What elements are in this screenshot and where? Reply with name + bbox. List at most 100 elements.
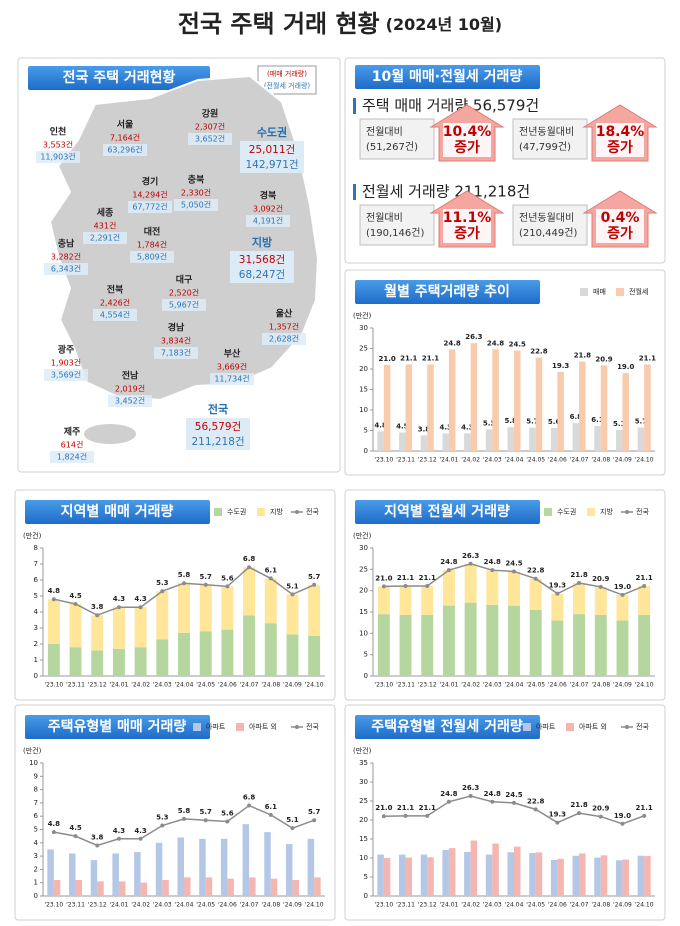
data-label: 19.0 — [617, 363, 634, 371]
total-box — [186, 418, 250, 450]
x-tick-label: '24.07 — [240, 682, 259, 689]
total-rent: 142,971건 — [245, 159, 298, 171]
legend-dot — [295, 510, 299, 514]
data-label: 4.5 — [69, 824, 82, 832]
line-point — [247, 803, 252, 808]
x-tick-label: '24.03 — [153, 682, 172, 689]
x-tick-label: '24.05 — [196, 902, 215, 909]
line-point — [160, 823, 165, 828]
legend-swatch — [214, 508, 222, 516]
heading-marker — [353, 98, 356, 114]
x-tick-label: '24.09 — [613, 682, 632, 689]
bar — [579, 361, 586, 451]
y-tick-label: 25 — [359, 345, 368, 353]
line-point — [312, 582, 317, 587]
bar — [199, 838, 206, 896]
legend-label: 수도권 — [227, 508, 246, 516]
y-tick-label: 5 — [364, 427, 368, 435]
region-sale: 7,164건 — [110, 133, 140, 143]
legend-label: 전월세 — [629, 287, 648, 296]
line-point — [533, 807, 538, 812]
bar — [622, 859, 629, 896]
data-label: 24.8 — [440, 790, 457, 798]
bar — [442, 433, 449, 451]
region-rent: 63,296건 — [107, 145, 142, 155]
region-name: 충남 — [58, 238, 75, 250]
bar — [118, 881, 126, 896]
region-sale: 3,092건 — [253, 204, 283, 214]
data-label: 5.8 — [178, 807, 191, 815]
region-sale: 2,520건 — [169, 288, 199, 298]
bar-segment — [399, 585, 412, 615]
y-tick-label: 8 — [34, 786, 38, 794]
section-heading: 전월세 거래량 211,218건 — [362, 183, 530, 201]
bar — [644, 364, 651, 451]
y-tick-label: 10 — [359, 406, 368, 414]
page-title: 전국 주택 거래 현황 (2024년 10월) — [178, 10, 502, 38]
rate: 18.4% — [596, 124, 645, 140]
line-point — [425, 583, 430, 588]
data-label: 4.5 — [396, 423, 409, 431]
line-point — [225, 584, 230, 589]
x-tick-label: '23.12 — [418, 682, 437, 689]
region-rent: 3,652건 — [195, 134, 225, 144]
y-axis-unit: (만건) — [353, 311, 372, 320]
region-name: 부산 — [224, 348, 241, 360]
chart-title: 지역별 매매 거래량 — [61, 503, 174, 520]
x-tick-label: '24.02 — [131, 682, 150, 689]
x-tick-label: '24.03 — [483, 902, 502, 909]
region-rent-bg — [246, 215, 290, 227]
bar — [535, 852, 543, 896]
region-rent-bg — [210, 373, 254, 385]
bar-segment — [464, 602, 477, 676]
x-tick-label: '24.02 — [131, 902, 150, 909]
bar — [377, 431, 384, 451]
bar-segment — [91, 650, 104, 676]
data-label: 5.6 — [221, 574, 234, 582]
y-tick-label: 0 — [364, 672, 368, 680]
x-tick-label: '24.05 — [526, 902, 545, 909]
legend-swatch — [616, 288, 624, 296]
chart: 주택유형별 매매 거래량 아파트 아파트 외 전국 (만건) 0 1 2 3 4 5 6 7 8 9 10 '2… — [14, 704, 336, 921]
bar-segment — [47, 599, 60, 644]
total-name: 수도권 — [257, 126, 287, 139]
region-rent: 4,191건 — [253, 216, 283, 226]
legend-swatch — [566, 723, 574, 731]
compare-base: (51,267건) — [366, 141, 418, 153]
data-label: 5.7 — [308, 573, 321, 581]
data-label: 6.8 — [570, 413, 583, 421]
bar — [514, 350, 521, 451]
data-label: 4.8 — [374, 421, 387, 429]
x-tick-label: '24.04 — [175, 682, 194, 689]
x-tick-label: '24.03 — [483, 682, 502, 689]
line-point — [533, 576, 538, 581]
region-rent-bg — [130, 251, 174, 263]
y-tick-label: 0 — [364, 447, 368, 455]
data-label: 21.0 — [375, 804, 392, 812]
region-sale: 431건 — [94, 221, 117, 231]
chart-title: 주택유형별 매매 거래량 — [48, 718, 187, 735]
bar — [529, 427, 536, 451]
compare-base: (210,449건) — [519, 227, 577, 239]
rate: 10.4% — [443, 124, 492, 140]
y-tick-label: 0 — [34, 892, 38, 900]
bar-segment — [508, 605, 520, 676]
bar-segment — [243, 567, 256, 616]
bar — [600, 365, 608, 451]
bar — [377, 854, 384, 896]
region-name: 광주 — [58, 344, 75, 356]
data-label: 5.7 — [635, 418, 648, 426]
bar — [644, 856, 651, 896]
compare-base: (47,799건) — [519, 141, 571, 153]
x-tick-label: '24.08 — [261, 682, 280, 689]
data-label: 26.3 — [462, 552, 479, 560]
line-point — [312, 818, 317, 823]
x-tick-label: '23.12 — [88, 682, 107, 689]
y-tick-label: 7 — [34, 799, 38, 807]
y-tick-label: 25 — [359, 797, 368, 805]
bar — [637, 427, 645, 451]
bar — [264, 832, 271, 896]
line-point — [247, 565, 252, 570]
region-name: 세종 — [97, 207, 114, 219]
